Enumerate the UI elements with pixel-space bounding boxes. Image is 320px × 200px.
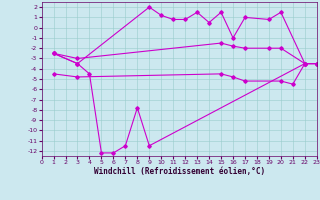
X-axis label: Windchill (Refroidissement éolien,°C): Windchill (Refroidissement éolien,°C): [94, 167, 265, 176]
